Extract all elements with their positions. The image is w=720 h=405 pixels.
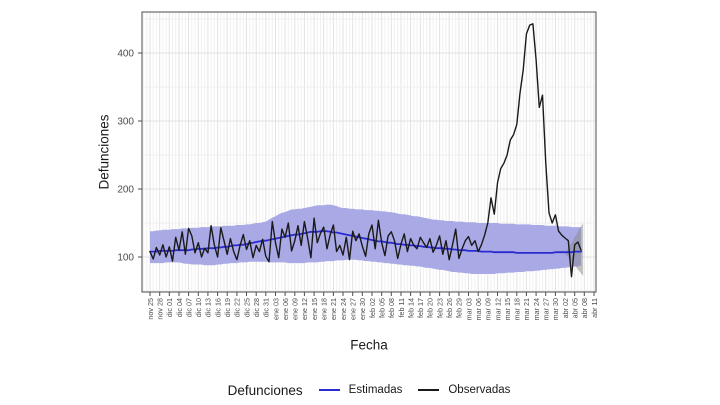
x-tick-label: mar 12 (493, 298, 502, 320)
x-tick-label: nov 25 (146, 298, 155, 320)
x-tick-label: dic 07 (184, 298, 193, 317)
x-tick-label: feb 26 (445, 298, 454, 318)
x-tick-label: dic 10 (194, 298, 203, 317)
x-tick-label: mar 03 (464, 298, 473, 320)
x-tick-label: mar 18 (513, 298, 522, 320)
x-tick-label: ene 18 (320, 298, 329, 320)
x-tick-label: abr 02 (561, 298, 570, 318)
observed-line (149, 23, 582, 278)
x-tick-label: feb 02 (368, 298, 377, 318)
x-tick-label: mar 30 (551, 298, 560, 320)
x-tick-label: ene 27 (349, 298, 358, 320)
x-tick-label: ene 21 (329, 298, 338, 320)
x-tick-label: dic 19 (223, 298, 232, 317)
x-tick-label: feb 08 (387, 298, 396, 318)
y-tick-label: 400 (117, 49, 134, 60)
y-tick-label: 100 (117, 253, 134, 264)
x-tick-label: dic 16 (213, 298, 222, 317)
x-tick-label: abr 11 (590, 298, 599, 318)
x-tick-label: ene 12 (300, 298, 309, 320)
x-tick-label: mar 06 (474, 298, 483, 320)
x-tick-label: feb 11 (397, 298, 406, 317)
x-tick-label: mar 09 (484, 298, 493, 320)
x-tick-label: dic 31 (262, 298, 271, 317)
x-tick-label: feb 05 (378, 298, 387, 318)
legend-item-observadas: Observadas (418, 384, 510, 396)
x-tick-label: dic 25 (242, 298, 251, 317)
x-tick-label: feb 23 (435, 298, 444, 318)
y-tick-label: 300 (117, 117, 134, 128)
observadas-line-swatch (418, 388, 440, 392)
x-tick-label: feb 20 (426, 298, 435, 318)
legend-title: Defunciones (227, 382, 303, 398)
y-tick-labels: 100 200 300 400 (117, 49, 134, 264)
x-tick-label: feb 29 (455, 298, 464, 318)
x-tick-label: dic 28 (252, 298, 261, 317)
legend-label-observadas: Observadas (448, 384, 511, 396)
x-tick-label: mar 21 (522, 298, 531, 320)
x-tick-label: dic 01 (165, 298, 174, 317)
x-tick-label: ene 09 (291, 298, 300, 320)
estimadas-line-swatch (318, 388, 340, 392)
legend-item-estimadas: Estimadas (318, 384, 403, 396)
x-tick-label: ene 03 (271, 298, 280, 320)
x-axis-title: Fecha (350, 337, 388, 353)
x-tick-label: mar 15 (503, 298, 512, 320)
x-tick-label: ene 30 (358, 298, 367, 320)
axis-ticks (138, 52, 595, 296)
estimated-line (149, 230, 582, 254)
x-tick-label: ene 15 (310, 298, 319, 320)
x-tick-label: feb 14 (406, 298, 415, 318)
x-tick-label: abr 05 (571, 298, 580, 318)
legend-label-estimadas: Estimadas (348, 384, 403, 396)
x-tick-label: dic 04 (175, 298, 184, 317)
x-tick-label: mar 27 (542, 298, 551, 320)
x-tick-label: dic 22 (233, 298, 242, 317)
y-axis-title: Defunciones (96, 114, 112, 190)
x-tick-label: ene 24 (339, 298, 348, 320)
x-tick-label: abr 08 (580, 298, 589, 318)
x-tick-labels: nov 25 nov 28 dic 01 dic 04 dic 07 dic 10 dic … (146, 298, 599, 320)
x-tick-label: dic 13 (204, 298, 213, 317)
x-tick-label: nov 28 (156, 298, 165, 320)
x-tick-label: ene 06 (281, 298, 290, 320)
panel-border (141, 11, 597, 293)
x-tick-label: feb 17 (416, 298, 425, 318)
legend: Defunciones Estimadas Observadas (142, 380, 596, 400)
x-tick-label: mar 24 (532, 298, 541, 320)
y-tick-label: 200 (117, 185, 134, 196)
